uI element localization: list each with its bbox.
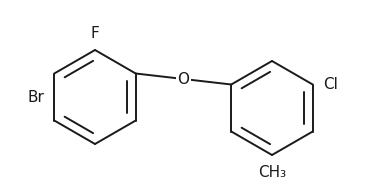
Text: Cl: Cl bbox=[323, 77, 338, 92]
Text: O: O bbox=[177, 71, 189, 86]
Text: CH₃: CH₃ bbox=[258, 165, 286, 180]
Text: Br: Br bbox=[27, 89, 44, 105]
Text: F: F bbox=[91, 26, 99, 41]
